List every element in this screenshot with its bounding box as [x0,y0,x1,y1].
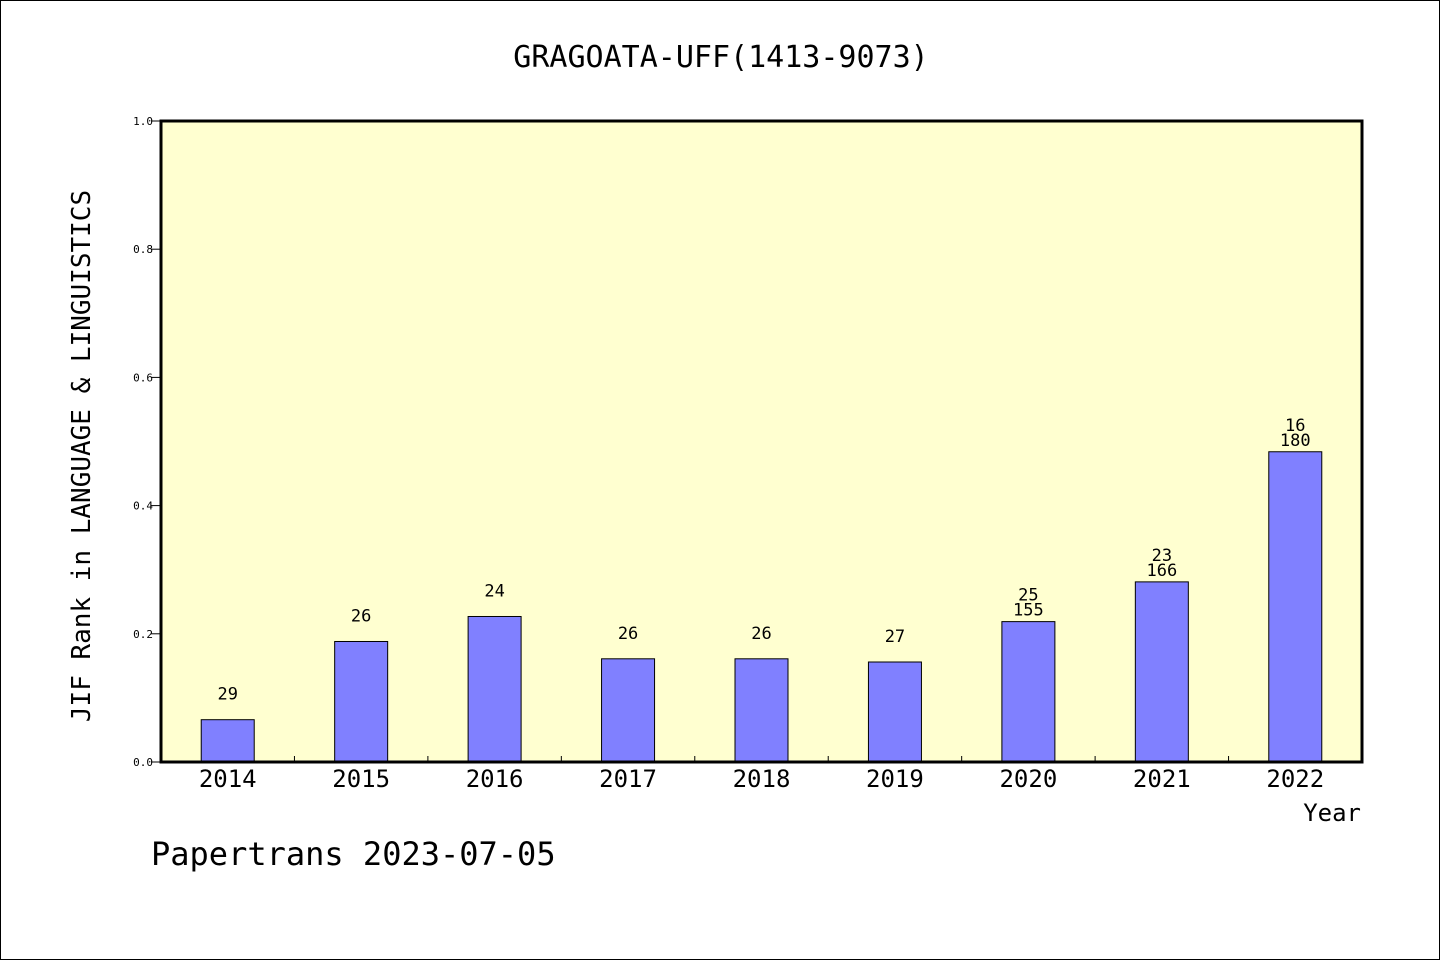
bar-value-label: 16 [1285,416,1305,436]
bar-value-label: 26 [618,624,638,644]
y-tick-label: 0.6 [133,371,153,384]
bar-value-label: 26 [351,606,371,626]
bar-value-label: 25 [1018,586,1038,606]
bar-value-label: 23 [1152,546,1172,566]
bar-value-label: 27 [885,627,905,647]
bar-value-label: 155 [1013,601,1044,621]
bar-value-label: 180 [1280,431,1311,451]
x-tick-label: 2014 [199,765,257,793]
bar-2014 [200,719,255,763]
y-tick-label: 0.2 [133,628,153,641]
bar-value-label: 24 [484,581,504,601]
bar-2019 [867,661,922,763]
chart-title: GRAGOATA-UFF(1413-9073) [513,40,928,75]
y-tick-label: 0.4 [133,500,153,513]
x-tick-label: 2019 [866,765,924,793]
x-tick-label: 2021 [1133,765,1191,793]
x-tick-label: 2020 [999,765,1057,793]
bar-2016 [467,615,522,763]
bar-2022 [1268,451,1323,763]
x-tick-label: 2017 [599,765,657,793]
bar-2018 [734,658,789,763]
y-axis: 0.0 0.2 0.4 0.6 0.8 1.0 [133,115,161,769]
bar-value-label: 29 [217,685,237,705]
bar-value-label: 26 [751,624,771,644]
bar-2020 [1001,621,1056,763]
y-tick-label: 0.8 [133,243,153,256]
bar-2017 [601,658,656,763]
y-tick-label: 0.0 [133,756,153,769]
bar-2021 [1134,581,1189,763]
x-tick-label: 2015 [332,765,390,793]
bar-2015 [334,640,389,763]
footer-text: Papertrans 2023-07-05 [151,835,556,873]
x-tick-label: 2016 [466,765,524,793]
x-tick-label: 2022 [1266,765,1324,793]
y-axis-title: JIF Rank in LANGUAGE & LINGUISTICS [67,190,97,722]
y-tick-label: 1.0 [133,115,153,128]
bar-value-label: 166 [1146,561,1177,581]
x-axis-title: Year [1303,799,1361,827]
plot-border [159,119,1364,764]
x-axis: 2014 2015 2016 2017 2018 2019 2020 2021 2022 [199,756,1324,793]
x-tick-label: 2018 [733,765,791,793]
bars-group [200,451,1323,763]
